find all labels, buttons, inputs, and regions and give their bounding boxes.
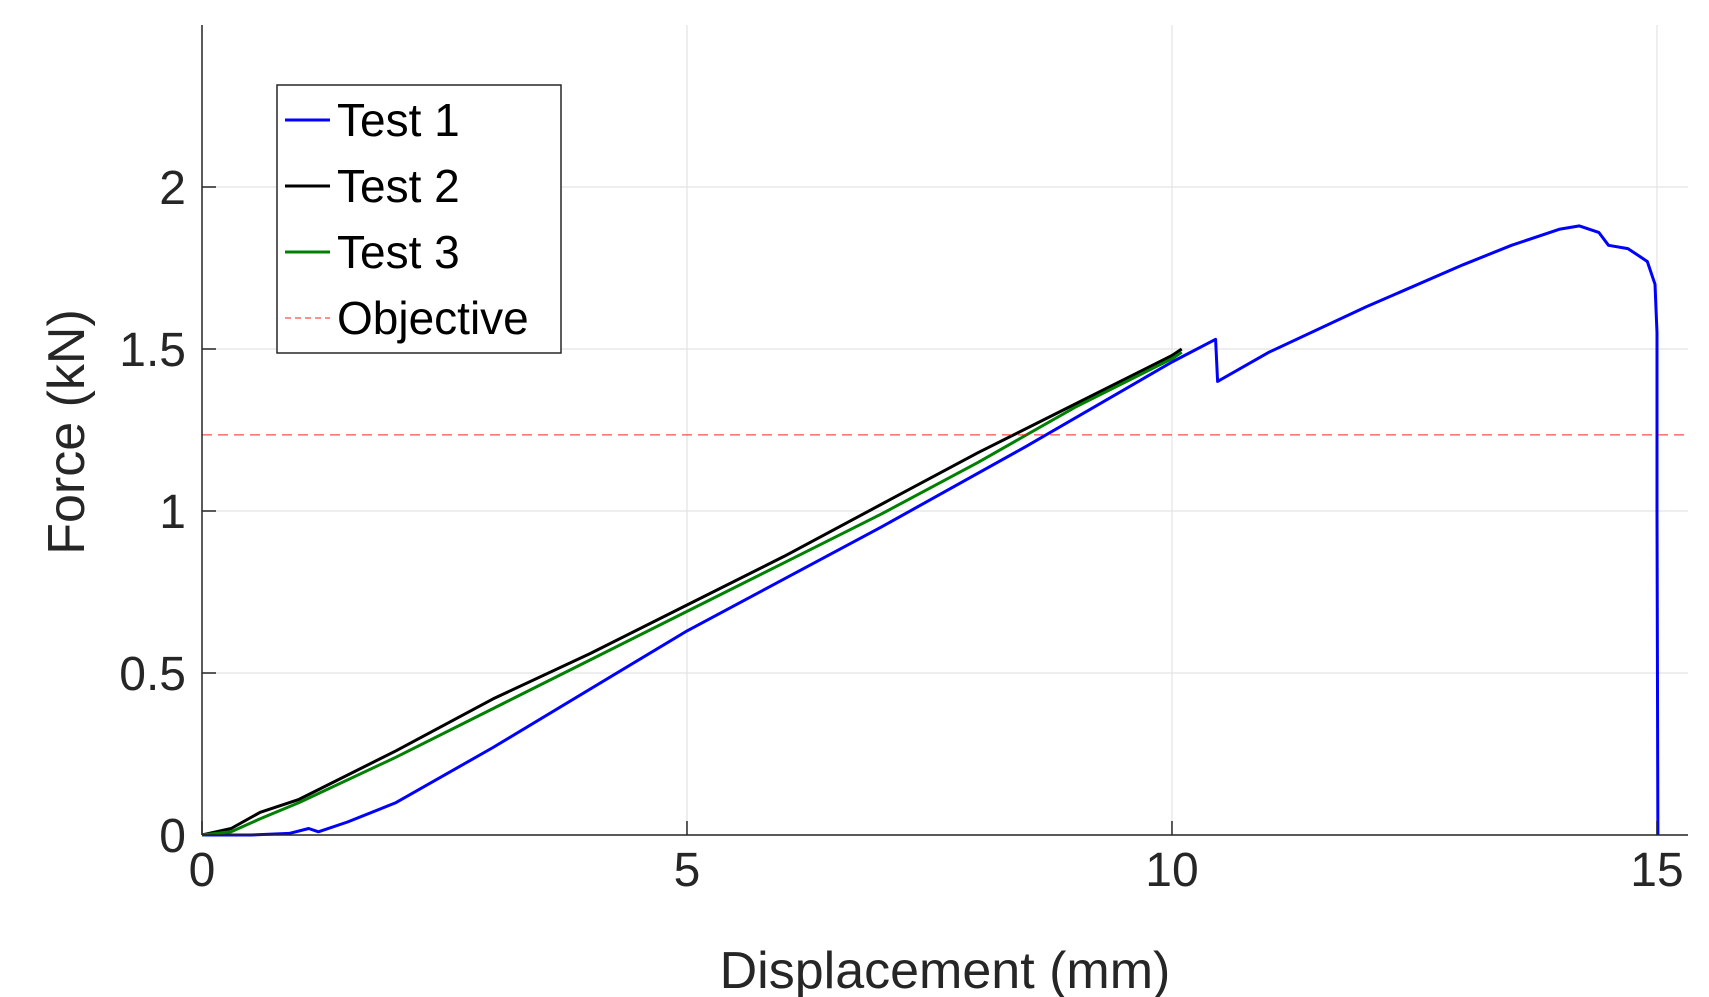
legend-label: Test 2	[337, 160, 460, 212]
series-line-test-1	[202, 224, 1660, 837]
x-tick-label: 15	[1630, 844, 1683, 897]
legend: Test 1 Test 2 Test 3 Objective	[276, 84, 562, 354]
y-tick-label: 1.5	[119, 324, 186, 377]
series-layer	[201, 224, 1688, 837]
legend-label: Test 3	[337, 226, 460, 278]
y-tick-label: 1	[159, 486, 186, 539]
x-tick-label: 0	[189, 844, 216, 897]
axes	[201, 25, 1688, 836]
y-tick-label: 0.5	[119, 648, 186, 701]
y-tick-label: 0	[159, 810, 186, 863]
x-tick-label: 10	[1145, 844, 1198, 897]
series-line-test-2	[201, 347, 1183, 837]
x-axis-label: Displacement (mm)	[720, 942, 1171, 997]
series-line-test-3	[201, 350, 1183, 837]
tick-labels: 0 5 10 15 0 0.5 1 1.5 2	[119, 162, 1683, 897]
y-tick-label: 2	[159, 162, 186, 215]
legend-label: Objective	[337, 292, 529, 344]
x-tick-label: 5	[674, 844, 701, 897]
y-axis-label: Force (kN)	[38, 309, 96, 555]
legend-label: Test 1	[337, 94, 460, 146]
legend-box	[276, 84, 562, 354]
